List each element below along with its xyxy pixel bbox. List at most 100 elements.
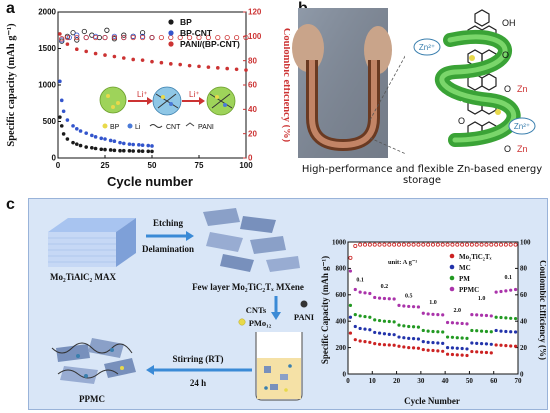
capacity-point — [460, 353, 464, 357]
max-block — [48, 218, 136, 267]
capacity-point — [169, 62, 173, 66]
panel-b-molecule: Zn²⁺ Zn²⁺ OH O Zn O Zn O O PANI — [405, 8, 545, 160]
zn-label-1: Zn — [517, 84, 528, 94]
capacity-point — [504, 344, 508, 348]
x-tick-label: 50 — [466, 377, 474, 385]
capacity-point — [363, 291, 367, 295]
y-tick-label: 0 — [52, 154, 57, 163]
efficiency-point — [93, 34, 99, 41]
efficiency-point — [205, 34, 211, 41]
zn2-label-bottom: Zn²⁺ — [514, 122, 530, 131]
capacity-point — [431, 329, 435, 334]
capacity-point — [146, 143, 151, 148]
efficiency-point — [406, 242, 411, 247]
efficiency-point — [121, 32, 127, 38]
legend-label-ppmc: PPMC — [459, 286, 479, 294]
efficiency-point — [187, 34, 193, 41]
panel-b-photo — [292, 8, 392, 158]
cnts-label: CNTs — [246, 305, 267, 315]
capacity-point — [421, 328, 425, 333]
y2-tick-label: 60 — [248, 81, 257, 90]
capacity-point — [455, 336, 459, 340]
efficiency-point — [363, 242, 368, 247]
inset-legend-marker-cnt — [149, 124, 163, 128]
capacity-point — [513, 330, 518, 334]
legend-label-bp-cnt: BP-CNT — [180, 28, 213, 38]
y2-tick-label: 120 — [248, 8, 262, 17]
capacity-point — [225, 66, 229, 71]
capacity-point — [421, 311, 425, 315]
y2-tick-label: 20 — [248, 129, 257, 138]
capacity-point — [90, 133, 94, 138]
capacity-point — [484, 350, 489, 355]
y2-tick-label: 80 — [248, 56, 257, 65]
efficiency-point — [367, 242, 372, 247]
panel-a-chart: 0 25 50 75 100050010001500200002040608010012… — [6, 8, 290, 189]
capacity-point — [421, 347, 425, 352]
y2-tick-label: 40 — [520, 318, 528, 326]
panel-c-x-axis-label: Cycle Number — [404, 396, 460, 406]
capacity-point — [499, 343, 503, 347]
capacity-point — [479, 329, 484, 333]
legend-marker-mc — [449, 264, 455, 270]
capacity-point — [416, 305, 421, 309]
zn2-ion-bottom — [508, 117, 536, 135]
pmo-label: PMo₁₂ — [249, 318, 272, 328]
capacity-point — [407, 324, 411, 329]
efficiency-point — [130, 34, 136, 41]
capacity-point — [387, 343, 391, 347]
efficiency-point — [196, 34, 202, 41]
capacity-point — [494, 315, 498, 319]
capacity-point — [150, 144, 154, 148]
capacity-point — [382, 332, 387, 336]
capacity-point — [392, 320, 396, 324]
capacity-point — [78, 143, 83, 148]
y-tick-label: 2000 — [38, 8, 56, 17]
efficiency-point — [392, 242, 397, 247]
panel-c-unit-note: unit: A g⁻¹ — [388, 259, 417, 266]
panel-a-inset: Li⁺ Li⁺ BP Li CNT PANI — [99, 86, 236, 131]
efficiency-point — [440, 242, 445, 247]
capacity-point — [373, 318, 377, 322]
y-tick-label: 200 — [336, 344, 347, 352]
inset-arrow-label-2: Li⁺ — [189, 90, 199, 99]
capacity-point — [377, 318, 382, 323]
pani-ribbon-label: PANI — [440, 100, 463, 111]
x-tick-label: 40 — [442, 377, 450, 385]
y-tick-label: 400 — [336, 318, 347, 326]
efficiency-point — [489, 242, 494, 247]
delamination-label: Delamination — [142, 244, 194, 254]
x-tick-label: 30 — [417, 377, 425, 385]
capacity-point — [358, 290, 362, 294]
pmo-icon — [238, 318, 246, 326]
efficiency-point — [140, 30, 146, 36]
efficiency-point — [382, 242, 387, 247]
plot-frame — [347, 241, 519, 375]
capacity-point — [387, 332, 391, 336]
capacity-point — [122, 141, 126, 146]
efficiency-point — [74, 37, 80, 43]
capacity-point — [363, 314, 367, 319]
capacity-point — [368, 328, 372, 332]
legend-label-mc: MC — [459, 264, 471, 272]
capacity-point — [392, 297, 396, 301]
y2-tick-label: 100 — [520, 238, 531, 246]
mxene-flakes — [203, 208, 300, 272]
efficiency-point — [177, 34, 183, 41]
capacity-point — [513, 316, 518, 321]
capacity-point — [470, 341, 474, 345]
capacity-point — [93, 51, 98, 56]
capacity-point — [504, 329, 508, 334]
panel-b-illustration: Zn²⁺ Zn²⁺ OH O Zn O Zn O O PANI — [292, 8, 545, 160]
efficiency-point — [348, 255, 353, 260]
legend-label-bp: BP — [180, 17, 192, 27]
capacity-point — [397, 303, 401, 307]
capacity-point — [494, 328, 498, 333]
legend-marker-bp — [168, 19, 174, 25]
capacity-point — [431, 340, 435, 345]
capacity-point — [368, 315, 372, 319]
inset-legend-marker-bp — [102, 123, 108, 129]
efficiency-point — [66, 34, 72, 41]
efficiency-point — [358, 242, 363, 247]
legend-label-pm: PM — [459, 275, 470, 283]
